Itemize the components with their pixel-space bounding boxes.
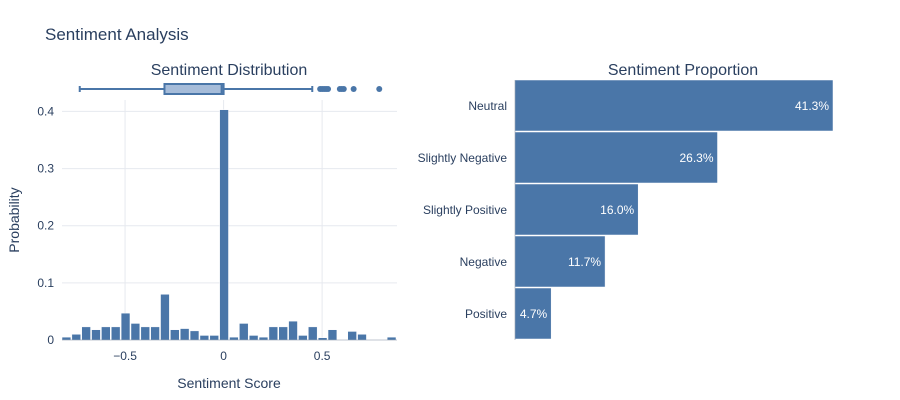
y-tick-label: 0 [47,333,54,347]
proportion-bar [514,287,552,340]
x-tick-label: −0.5 [113,349,137,363]
histogram-bar [61,336,72,341]
histogram-panel: Sentiment Distribution 0 0.1 0.2 0.3 0.4 −0.… [6,62,397,391]
histogram-bar [81,326,91,341]
page-title: Sentiment Analysis [45,25,189,44]
y-tick-label: 0.2 [37,219,54,233]
box-outlier [376,86,383,92]
y-tick-label: 0.3 [37,162,54,176]
data-label: 16.0% [600,203,634,217]
histogram-bar [308,326,318,341]
category-label: Slightly Negative [418,151,508,165]
histogram-bar [248,335,259,341]
histogram-bar [258,336,269,341]
histogram-bar [317,337,328,341]
histogram-bar [189,330,200,341]
data-label: 11.7% [568,255,601,269]
histogram-bar [347,331,357,341]
histogram-bar [91,329,101,341]
histogram-gridlines [62,100,397,340]
box-outlier [340,86,347,92]
category-label: Positive [465,307,507,321]
y-tick-label: 0.1 [37,276,54,290]
proportion-bar [514,79,834,132]
histogram-bar [140,326,150,341]
category-label: Neutral [468,99,507,113]
histogram-bar [170,329,180,341]
histogram-bar [219,109,229,341]
box-plot [78,83,383,95]
histogram-bar [150,326,160,341]
data-label: 41.3% [795,99,829,113]
proportion-bar [514,183,639,236]
box-outlier [350,86,357,92]
histogram-bar [229,336,239,341]
histogram-bar [130,323,141,341]
proportion-bar [514,131,718,184]
histogram-bar [298,335,308,341]
histogram-bars [61,109,397,341]
box-outlier [325,86,332,92]
histogram-bar [386,336,397,341]
histogram-bar [278,326,288,341]
histogram-x-ticks: −0.5 0 0.5 [113,349,331,363]
histogram-y-ticks: 0 0.1 0.2 0.3 0.4 [37,104,54,347]
histogram-bar [101,326,111,341]
histogram-bar [357,334,367,341]
histogram-bar [199,335,210,341]
x-tick-label: 0.5 [314,349,331,363]
histogram-x-axis-title: Sentiment Score [177,375,281,391]
proportion-title: Sentiment Proportion [608,62,758,79]
histogram-bar [239,323,249,341]
data-label: 26.3% [679,151,713,165]
histogram-bar [209,335,219,341]
histogram-y-axis-title: Probability [6,187,22,252]
histogram-bar [179,328,190,341]
proportion-bar [514,235,606,288]
histogram-bar [268,326,279,341]
histogram-bar [120,312,131,341]
data-label: 4.7% [520,307,548,321]
histogram-bar [111,326,121,341]
box-iqr [163,83,225,95]
histogram-bar [288,320,298,341]
x-tick-label: 0 [220,349,227,363]
histogram-bar [71,334,81,341]
histogram-bar [327,329,338,341]
proportion-bars: Neutral 41.3% Slightly Negative 26.3% Slight… [418,79,834,340]
category-label: Negative [460,255,508,269]
proportion-panel: Sentiment Proportion Neutral 41.3% Slightl… [418,62,834,340]
histogram-bar [160,294,170,341]
y-tick-label: 0.4 [37,104,54,118]
category-label: Slightly Positive [423,203,507,217]
histogram-title: Sentiment Distribution [151,62,308,79]
